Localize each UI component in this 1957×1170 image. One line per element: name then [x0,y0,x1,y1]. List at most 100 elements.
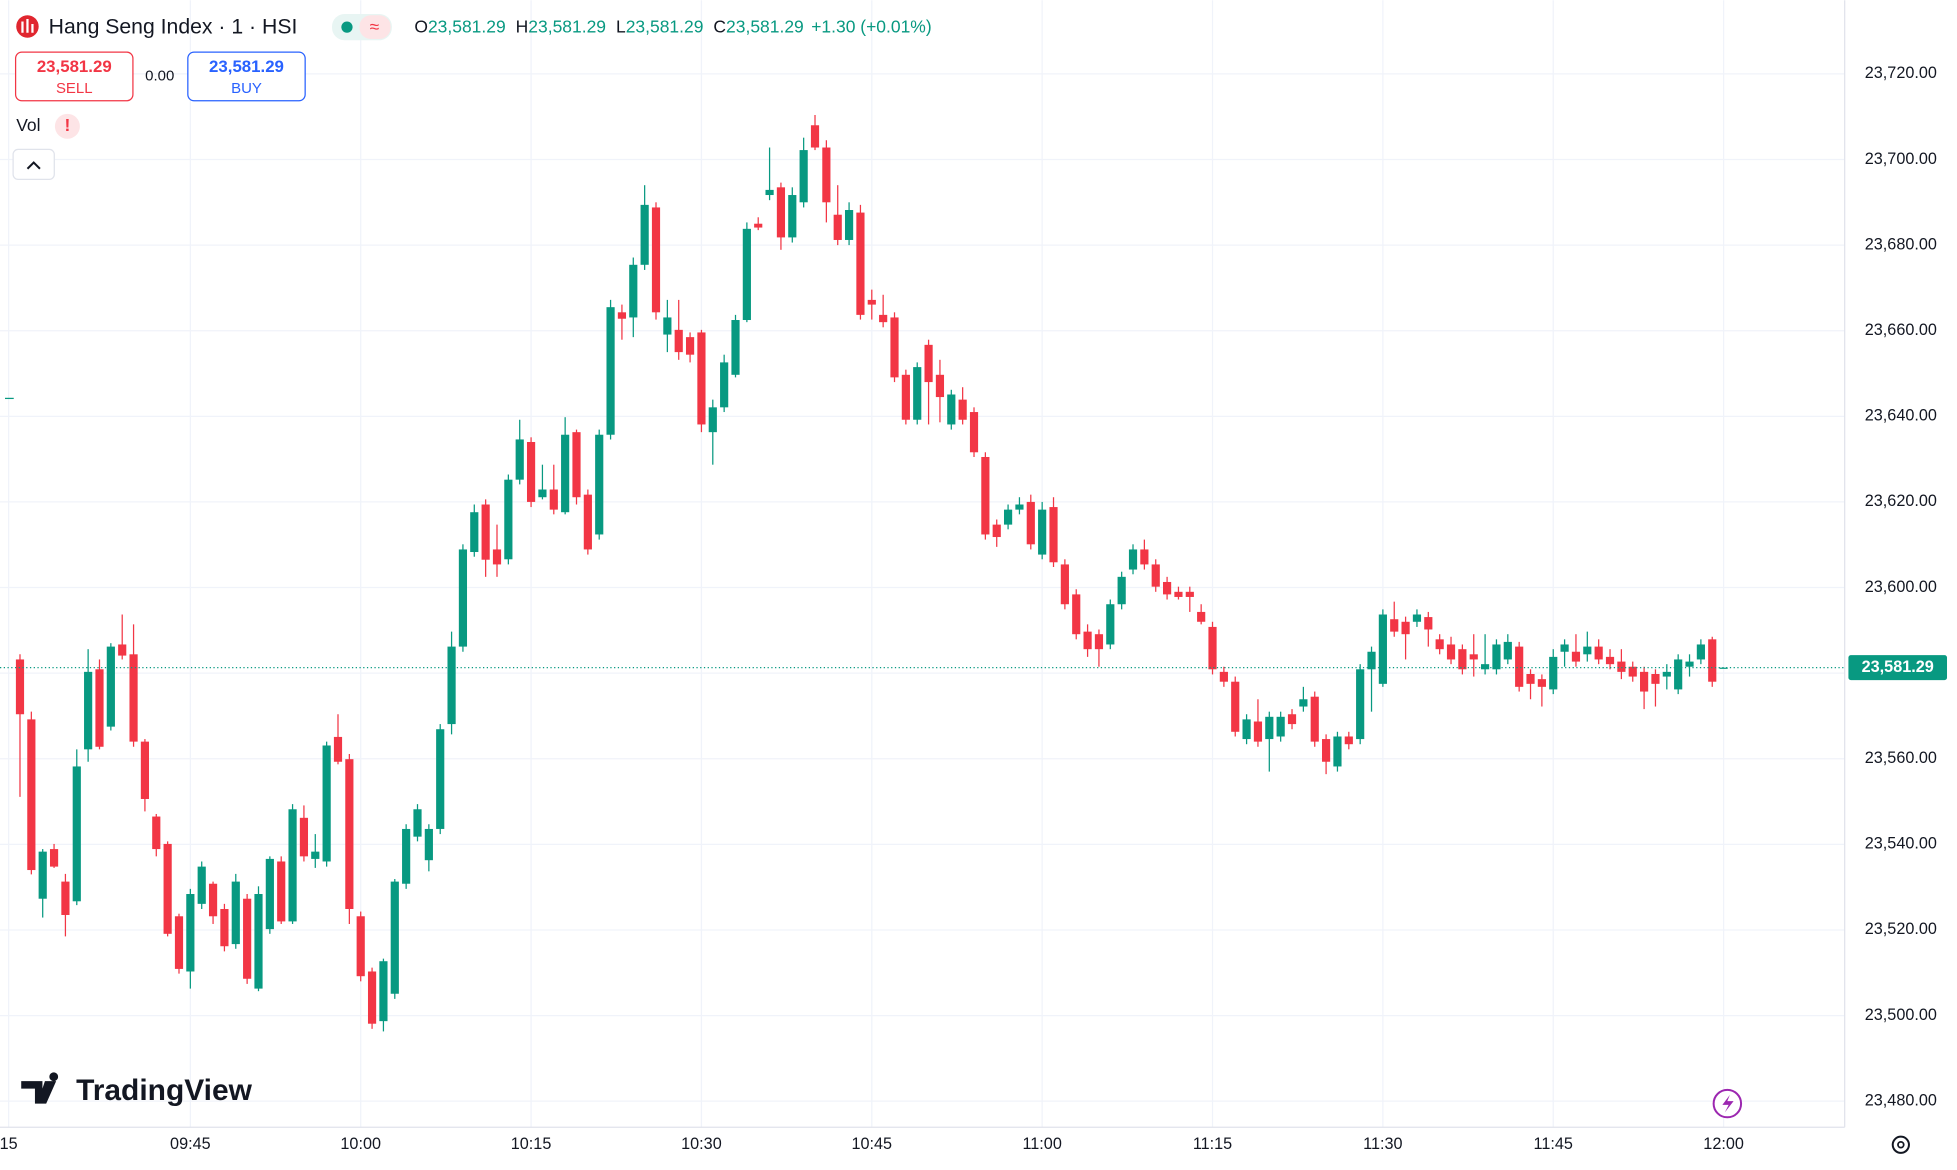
candle-body [924,344,933,383]
candle-body [1083,631,1092,650]
candle-body [186,894,195,972]
candle-body [1696,644,1705,660]
candle-body [515,439,524,480]
last-price-label: 23,581.29 [1862,658,1934,676]
candle-body [799,150,808,203]
buy-price: 23,581.29 [209,57,284,76]
candle-body [1106,604,1115,645]
candle-body [15,659,25,715]
candle-body [72,766,81,902]
symbol-title[interactable]: Hang Seng Index · 1 · HSI [49,15,298,38]
buy-button[interactable] [187,51,306,102]
candle-body [833,214,842,240]
candle-body [822,147,831,203]
candle-body [1128,549,1138,570]
candle-body [708,407,717,433]
candle-body [913,367,922,420]
candle-body [1356,669,1365,740]
candle-body [788,195,797,238]
x-tick-label: 09:45 [170,1135,211,1153]
y-tick-label: 23,660.00 [1865,321,1937,339]
candle-body [1219,671,1228,682]
candle-body [106,646,115,727]
candle-body [1072,594,1081,635]
volume-label[interactable]: Vol [16,115,40,135]
candle-body [1662,671,1671,677]
candle-body [481,504,490,560]
candle-body [1310,696,1319,742]
candle-body [1571,651,1581,662]
candle-body [1583,646,1592,655]
candle-body [1515,646,1524,687]
candle-body [504,479,513,560]
candle-body [129,654,138,742]
candle-body [299,817,309,857]
candle-body [969,412,979,453]
candle-body [1253,721,1263,742]
settings-button[interactable] [1891,1135,1910,1154]
candle-body [742,228,751,321]
candle-body [810,125,820,148]
candle-body [1526,674,1535,684]
candle-body [720,362,729,408]
symbol-icon-glyph [21,18,34,33]
candle-body [1685,661,1694,667]
candle-body [1049,507,1058,563]
volume-warning[interactable] [54,113,80,139]
candle-body [413,809,422,837]
y-tick-label: 23,540.00 [1865,835,1937,853]
candle-body [367,971,377,1024]
candle-body [1503,641,1512,660]
ohlc-key: L [616,16,626,36]
candle-body [424,828,433,861]
ohlc-key: C [713,16,726,36]
candle-body [958,399,967,420]
candle-body [1344,736,1353,745]
x-tick-label: 12:00 [1703,1135,1744,1153]
candle-body [254,894,263,989]
candle-body [947,394,956,425]
candle-body [345,759,354,909]
sell-button[interactable] [14,51,134,102]
candle-body [617,312,627,319]
candle-body [1265,716,1274,740]
ohlc-legend: O23,581.29 H23,581.29 L23,581.29 C23,581.29… [414,16,931,36]
y-tick-label: 23,700.00 [1865,150,1937,168]
candle-body [1322,739,1331,762]
candle-body [640,204,649,265]
candle-body [95,669,104,747]
candle-body [856,212,865,315]
candle-body [265,858,274,930]
candle-body [1446,644,1456,660]
collapse-icon [26,161,41,170]
logo-text[interactable]: TradingView [76,1074,253,1107]
candle-body [84,671,93,750]
candle-body [447,646,456,725]
candle-body [1208,626,1217,670]
candle-body [879,314,888,323]
candle-body [1708,639,1717,682]
x-tick-label: 11:15 [1193,1135,1232,1153]
candle-body [152,816,161,850]
candle-body [674,329,683,353]
candle-body [754,223,763,228]
candle-body [140,741,150,799]
x-tick-label: 15 [0,1135,18,1153]
x-tick-label: 10:30 [681,1135,722,1153]
collapse-button[interactable] [12,148,55,180]
candle-body [1617,661,1626,672]
candle-body [1605,656,1615,665]
candle-body [1242,719,1251,740]
candle-body [458,549,468,647]
axes: 23,480.00 23,500.00 23,520.00 23,540.00 23,5… [0,64,1948,1153]
candle-body [38,851,47,899]
candle-body [379,961,388,1022]
y-tick-label: 23,620.00 [1865,492,1937,510]
y-tick-label: 23,500.00 [1865,1006,1937,1024]
y-tick-label: 23,600.00 [1865,578,1937,596]
candle-body [1333,736,1342,767]
candle-body [890,317,899,378]
